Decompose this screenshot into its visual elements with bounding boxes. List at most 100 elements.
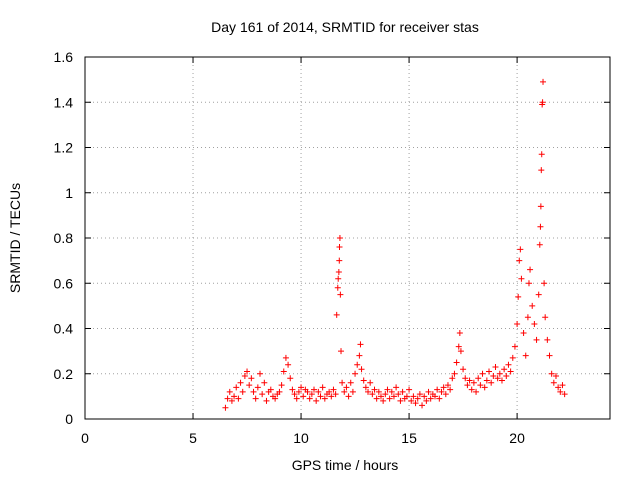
data-point [390, 393, 397, 400]
data-point [427, 395, 434, 402]
data-point [300, 393, 307, 400]
data-point [464, 382, 471, 389]
data-point [380, 397, 387, 404]
data-point [442, 391, 449, 398]
data-point [552, 373, 559, 380]
data-point [289, 386, 296, 393]
data-point [518, 275, 525, 282]
data-point [490, 373, 497, 380]
data-point [250, 388, 257, 395]
data-point [354, 361, 361, 368]
data-point [304, 388, 311, 395]
data-point [503, 373, 510, 380]
data-point [544, 336, 551, 343]
data-point [278, 382, 285, 389]
data-point [377, 393, 384, 400]
data-point [373, 395, 380, 402]
data-point [419, 402, 426, 409]
data-point [483, 377, 490, 384]
data-point [468, 386, 475, 393]
data-point [352, 370, 359, 377]
data-point [517, 246, 524, 253]
x-axis-title: GPS time / hours [292, 457, 399, 473]
data-point [453, 359, 460, 366]
data-point [514, 320, 521, 327]
data-point [557, 388, 564, 395]
data-point [531, 320, 538, 327]
data-point [315, 388, 322, 395]
y-tick-label: 0.8 [54, 230, 74, 246]
data-point [375, 388, 382, 395]
data-point [488, 379, 495, 386]
data-point [462, 375, 469, 382]
data-point [287, 375, 294, 382]
data-point [332, 391, 339, 398]
x-tick-label: 10 [293, 430, 309, 446]
data-point [397, 397, 404, 404]
data-point [341, 388, 348, 395]
data-point [280, 368, 287, 375]
y-tick-label: 1.2 [54, 140, 74, 156]
data-point [535, 291, 542, 298]
y-axis-title: SRMTID / TECUs [7, 183, 23, 293]
data-point [226, 388, 233, 395]
data-point [522, 352, 529, 359]
data-point [470, 379, 477, 386]
data-point [293, 395, 300, 402]
data-point [408, 397, 415, 404]
data-point [272, 395, 279, 402]
data-point [358, 366, 365, 373]
data-point [477, 382, 484, 389]
data-point [447, 386, 454, 393]
data-point [507, 368, 514, 375]
data-point [498, 377, 505, 384]
data-point [313, 397, 320, 404]
data-point [321, 395, 328, 402]
data-point [449, 375, 456, 382]
data-point [475, 375, 482, 382]
data-point [466, 377, 473, 384]
data-point [233, 384, 240, 391]
data-point [248, 375, 255, 382]
data-point [263, 397, 270, 404]
data-point [505, 361, 512, 368]
data-point [330, 386, 337, 393]
data-point [259, 391, 266, 398]
data-point [356, 352, 363, 359]
data-point [520, 330, 527, 337]
points-layer [222, 78, 568, 411]
x-tick-label: 20 [509, 430, 525, 446]
data-point [527, 266, 534, 273]
data-point [371, 386, 378, 393]
data-point [333, 311, 340, 318]
data-point [434, 386, 441, 393]
y-tick-label: 0.6 [54, 275, 74, 291]
data-point [326, 388, 333, 395]
data-point [423, 397, 430, 404]
data-point [481, 384, 488, 391]
x-tick-label: 5 [189, 430, 197, 446]
data-point [536, 241, 543, 248]
data-point [444, 382, 451, 389]
data-point [246, 382, 253, 389]
data-point [337, 291, 344, 298]
data-point [239, 388, 246, 395]
ticks-layer: 0 0.2 0.4 0.6 0.8 1 1.2 1.4 1.6 0 5 10 15 20 [54, 49, 610, 446]
data-point [244, 368, 251, 375]
data-point [509, 354, 516, 361]
data-point [298, 384, 305, 391]
grid-layer [85, 57, 610, 419]
data-point [335, 275, 342, 282]
data-point [539, 99, 546, 106]
data-point [455, 343, 462, 350]
y-tick-label: 1.4 [54, 94, 74, 110]
plot-frame [84, 56, 611, 420]
y-tick-label: 0 [65, 411, 73, 427]
data-point [496, 370, 503, 377]
data-point [345, 393, 352, 400]
data-point [335, 268, 342, 275]
data-point [538, 151, 545, 158]
data-point [548, 370, 555, 377]
y-tick-label: 1.6 [54, 49, 74, 65]
